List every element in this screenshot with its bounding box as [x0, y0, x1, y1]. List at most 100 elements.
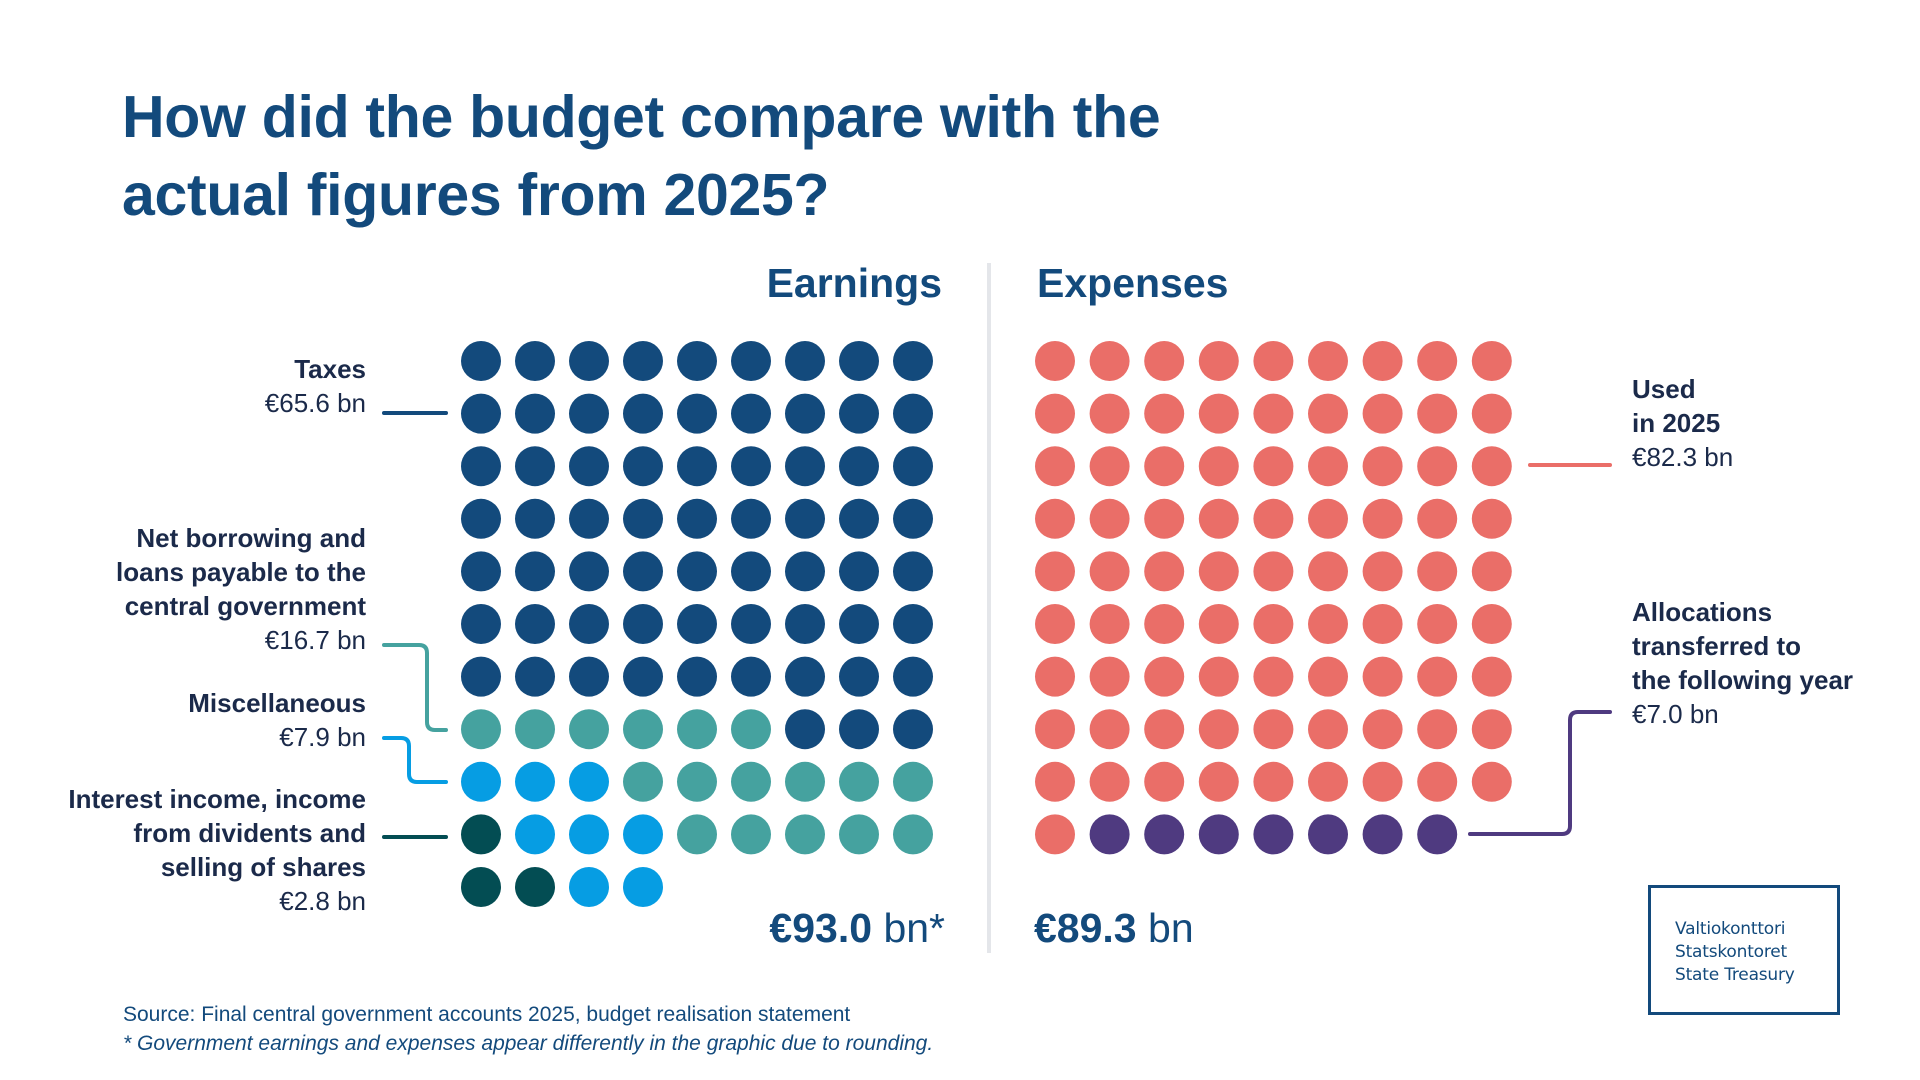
connector-miscellaneous [382, 736, 448, 784]
label-net-borrowing-line-3: central government [124, 591, 366, 621]
earnings-dot [677, 604, 717, 644]
earnings-dot [515, 551, 555, 592]
logo-line-3: State Treasury [1675, 965, 1795, 985]
earnings-dot [569, 341, 609, 381]
expenses-dot [1144, 498, 1185, 539]
earnings-dot [623, 867, 663, 907]
expenses-dot [1035, 814, 1075, 855]
earnings-dot [623, 814, 663, 855]
expenses-dot [1089, 551, 1130, 592]
label-taxes-name: Taxes [294, 354, 366, 384]
expenses-dot [1198, 393, 1239, 434]
expenses-dot [1253, 761, 1294, 802]
label-net-borrowing: Net borrowing and loans payable to the c… [26, 521, 366, 657]
earnings-dot [461, 341, 501, 381]
expenses-dot [1035, 656, 1075, 697]
expenses-dot [1417, 498, 1458, 539]
expenses-dot [1144, 709, 1185, 750]
earnings-dot [785, 551, 825, 592]
earnings-dot [731, 709, 771, 750]
earnings-dot [515, 604, 555, 644]
earnings-dot [785, 393, 825, 434]
expenses-dot [1144, 551, 1185, 592]
expenses-dot [1308, 341, 1348, 381]
earnings-dots [461, 341, 933, 907]
earnings-dot [569, 814, 609, 855]
expenses-dot [1089, 761, 1130, 802]
expenses-dot [1362, 656, 1403, 697]
label-taxes: Taxes €65.6 bn [26, 352, 366, 420]
label-miscellaneous-value: €7.9 bn [279, 722, 366, 752]
earnings-dot [731, 341, 771, 381]
earnings-dot [731, 393, 771, 434]
expenses-dot [1035, 341, 1075, 381]
expenses-dot [1362, 498, 1403, 539]
expenses-dot [1089, 709, 1130, 750]
expenses-dot [1089, 656, 1130, 697]
expenses-dot [1471, 551, 1512, 592]
expenses-dot [1144, 446, 1185, 487]
earnings-dot [461, 393, 501, 434]
label-used-line-1: Used [1632, 374, 1696, 404]
expenses-dot [1417, 446, 1458, 487]
earnings-dot [893, 341, 933, 381]
earnings-dot [893, 551, 933, 592]
section-divider [987, 263, 991, 953]
earnings-dot [515, 498, 555, 539]
earnings-dot [677, 393, 717, 434]
expenses-dot [1417, 814, 1458, 855]
expenses-dot [1198, 604, 1239, 644]
earnings-dot [839, 656, 879, 697]
earnings-dot [731, 446, 771, 487]
label-used: Used in 2025 €82.3 bn [1632, 372, 1912, 474]
earnings-dot [731, 656, 771, 697]
earnings-dot [569, 709, 609, 750]
expenses-dot [1253, 551, 1294, 592]
earnings-dot [839, 498, 879, 539]
title-line-2: actual figures from 2025? [122, 162, 830, 228]
expenses-total-unit: bn [1148, 905, 1194, 951]
expenses-dot [1308, 551, 1348, 592]
expenses-dot [1035, 393, 1075, 434]
label-net-borrowing-value: €16.7 bn [264, 625, 366, 655]
expenses-dot [1035, 709, 1075, 750]
earnings-dot [515, 656, 555, 697]
expenses-dot [1362, 604, 1403, 644]
earnings-dot [623, 656, 663, 697]
expenses-dot [1417, 393, 1458, 434]
earnings-dot [785, 761, 825, 802]
expenses-total: €89.3 bn [1034, 903, 1194, 953]
title-line-1: How did the budget compare with the [122, 84, 1161, 150]
earnings-dot [623, 393, 663, 434]
expenses-dot [1089, 604, 1130, 644]
expenses-dot [1308, 604, 1348, 644]
earnings-dot [785, 709, 825, 750]
expenses-dot [1089, 446, 1130, 487]
expenses-dot [1144, 393, 1185, 434]
expenses-dot [1144, 341, 1185, 381]
expenses-dot [1035, 761, 1075, 802]
source-line: Source: Final central government account… [123, 1003, 851, 1026]
earnings-total: €93.0 bn* [769, 903, 945, 953]
label-allocations-line-3: the following year [1632, 665, 1854, 695]
earnings-dot [839, 341, 879, 381]
expenses-dot [1198, 814, 1239, 855]
earnings-dot [569, 761, 609, 802]
expenses-dot [1144, 656, 1185, 697]
expenses-dot [1471, 656, 1512, 697]
expenses-dot [1308, 498, 1348, 539]
connector-net-borrowing [382, 643, 448, 732]
expenses-dot [1471, 393, 1512, 434]
expenses-total-value: €89.3 [1034, 905, 1137, 951]
earnings-dot [461, 867, 501, 907]
expenses-dot [1471, 446, 1512, 487]
earnings-dot [461, 604, 501, 644]
expenses-dot [1362, 393, 1403, 434]
earnings-dot [623, 551, 663, 592]
earnings-dot [785, 498, 825, 539]
earnings-dot [569, 867, 609, 907]
earnings-dot [515, 761, 555, 802]
expenses-dot [1362, 709, 1403, 750]
expenses-dot [1198, 446, 1239, 487]
earnings-dot [677, 498, 717, 539]
